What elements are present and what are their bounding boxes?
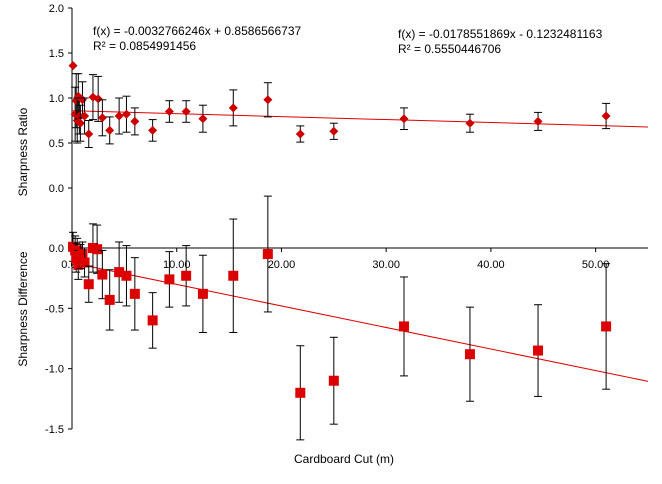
- bottom-data-point: [121, 270, 132, 281]
- top-data-point: [68, 61, 78, 71]
- bottom-data-point: [73, 259, 84, 270]
- top-data-point: [148, 125, 158, 135]
- top-data-point: [75, 118, 85, 128]
- top-data-point: [97, 113, 107, 123]
- bottom-data-point: [464, 349, 475, 360]
- bottom-trend-r2: R² = 0.5550446706: [398, 42, 501, 56]
- top-y-tick-label: 0.5: [49, 138, 64, 150]
- plot-layer: 0.00.51.01.52.0-1.5-1.0-0.50.00.00 10.00 2…: [45, 3, 649, 441]
- bottom-y-tick-label: -1.0: [45, 364, 64, 376]
- bottom-data-point: [228, 270, 239, 281]
- top-data-point: [84, 129, 94, 139]
- bottom-data-point: [83, 279, 94, 290]
- top-trend-equation: f(x) = -0.0032766246x + 0.8586566737: [93, 24, 301, 38]
- bottom-data-point: [147, 315, 158, 326]
- bottom-data-point: [104, 294, 115, 305]
- top-data-point: [121, 109, 131, 119]
- top-data-point: [295, 129, 305, 139]
- bottom-data-point: [328, 375, 339, 386]
- bottom-data-point: [262, 249, 273, 260]
- top-data-point: [181, 107, 191, 116]
- top-data-point: [601, 111, 611, 121]
- bottom-data-point: [533, 345, 544, 356]
- bottom-data-point: [114, 267, 125, 278]
- bottom-data-point: [181, 270, 192, 281]
- x-tick-label: 20.00: [268, 259, 296, 271]
- top-data-point: [164, 107, 174, 116]
- x-tick-label: 50.00: [582, 259, 610, 271]
- top-y-tick-label: 1.5: [49, 48, 64, 60]
- top-data-point: [263, 95, 273, 105]
- bottom-y-axis-title: Sharpness Difference: [16, 251, 30, 367]
- top-y-tick-label: 0.0: [49, 183, 64, 195]
- top-data-point: [228, 103, 238, 113]
- top-trend-r2: R² = 0.0854991456: [93, 39, 196, 53]
- top-data-point: [130, 116, 140, 126]
- top-data-point: [198, 114, 208, 124]
- bottom-data-point: [197, 288, 208, 299]
- x-axis-title: Cardboard Cut (m): [294, 452, 394, 466]
- bottom-y-tick-label: 0.0: [49, 243, 64, 255]
- bottom-y-tick-label: -0.5: [45, 303, 64, 315]
- top-y-tick-label: 1.0: [49, 93, 64, 105]
- bottom-data-point: [164, 274, 175, 285]
- bottom-data-point: [129, 288, 140, 299]
- bottom-trend-equation: f(x) = -0.0178551869x - 0.1232481163: [398, 27, 603, 41]
- top-y-axis-title: Sharpness Ratio: [16, 107, 30, 196]
- top-data-point: [465, 118, 475, 128]
- top-data-point: [80, 111, 90, 121]
- top-data-point: [399, 114, 409, 124]
- bottom-data-point: [97, 269, 108, 280]
- x-tick-label: 30.00: [372, 259, 400, 271]
- bottom-y-tick-label: -1.5: [45, 424, 64, 436]
- x-tick-label: 40.00: [477, 259, 505, 271]
- bottom-data-point: [601, 321, 612, 332]
- bottom-data-point: [92, 244, 103, 255]
- top-data-point: [329, 126, 339, 136]
- bottom-data-point: [398, 321, 409, 332]
- top-y-tick-label: 2.0: [49, 3, 64, 15]
- top-data-point: [105, 125, 115, 135]
- bottom-data-point: [77, 249, 88, 260]
- bottom-data-point: [79, 257, 90, 268]
- bottom-data-point: [295, 387, 306, 398]
- top-data-point: [114, 111, 124, 121]
- top-data-point: [533, 116, 543, 126]
- top-data-point: [93, 94, 103, 104]
